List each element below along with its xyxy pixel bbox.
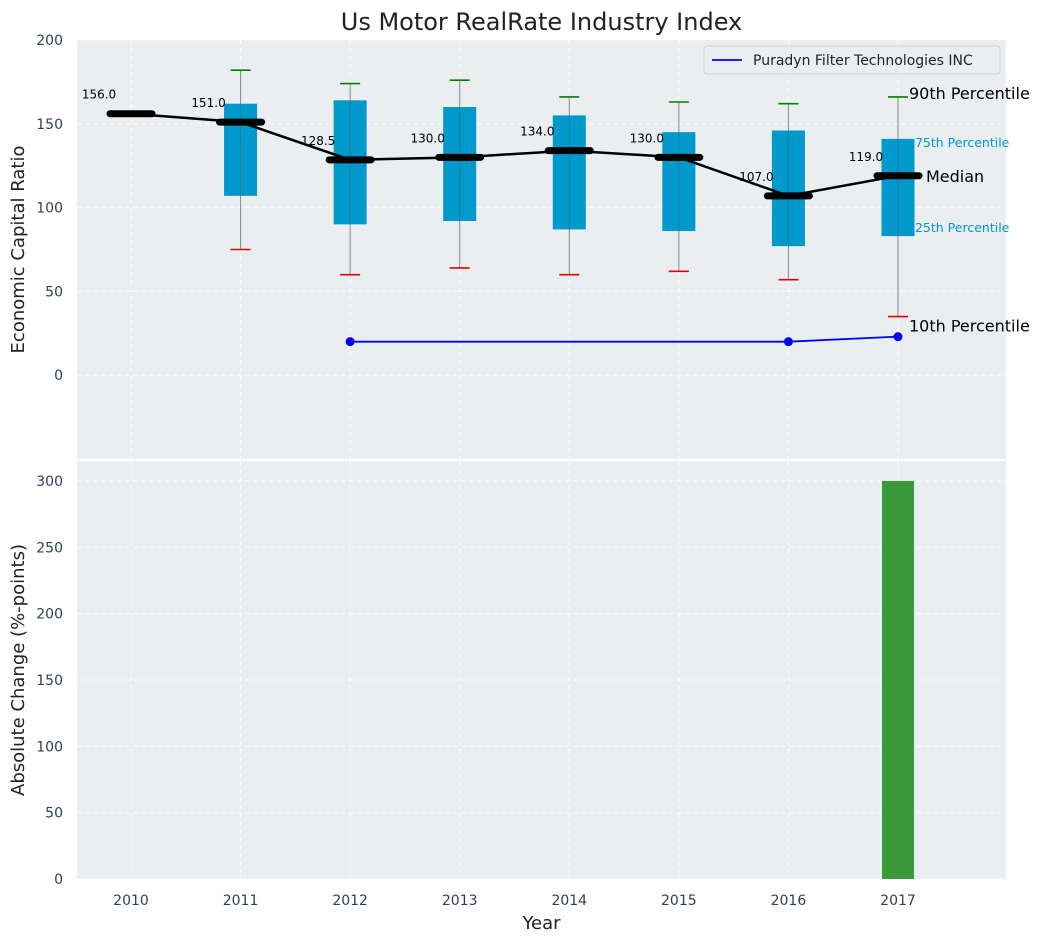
median-value-label: 156.0 [82,88,116,102]
median-value-label: 128.5 [301,134,335,148]
median-trend-line [130,112,899,198]
legend: Puradyn Filter Technologies INC [703,45,1001,75]
x-tick-label: 2013 [442,893,478,909]
y-tick-label-top: 50 [45,284,63,300]
y-axis-label-top: Economic Capital Ratio [8,146,29,354]
company-series-point [783,337,793,347]
y-tick-label-bottom: 200 [36,607,63,623]
company-series-point [345,337,355,347]
y-tick-label-bottom: 300 [36,474,63,490]
bar-2017 [881,480,914,879]
y-tick-label-bottom: 250 [36,540,63,556]
x-tick-label: 2010 [113,893,149,909]
y-tick-label-top: 200 [36,33,63,49]
y-tick-label-top: 150 [36,117,63,133]
median-value-label: 151.0 [191,96,225,110]
median-value-label: 119.0 [849,150,883,164]
y-axis-label-bottom: Absolute Change (%-points) [8,544,29,796]
legend-label: Puradyn Filter Technologies INC [753,53,973,69]
company-series-point [893,332,903,342]
x-tick-label: 2015 [661,893,697,909]
plot-area-bottom [77,461,1006,879]
median-value-label: 130.0 [411,131,445,145]
median-value-label: 134.0 [520,125,554,139]
x-tick-label: 2016 [771,893,807,909]
y-tick-label-bottom: 0 [54,872,63,888]
y-tick-label-bottom: 50 [45,806,63,822]
median-value-label: 107.0 [739,170,773,184]
annotation-p90: 90th Percentile [909,84,1030,103]
y-tick-label-top: 100 [36,201,63,217]
y-tick-label-bottom: 150 [36,673,63,689]
annotation-p10: 10th Percentile [909,317,1030,336]
x-tick-label: 2014 [551,893,587,909]
annotation-median: Median [926,167,984,186]
annotation-p75: 75th Percentile [915,135,1010,150]
x-tick-label: 2012 [332,893,368,909]
top-panel: 0 50 100 150 200 Us Motor RealRate Industry I… [8,8,1030,459]
y-tick-label-bottom: 100 [36,739,63,755]
x-axis-label: Year [521,913,561,934]
median-value-label: 130.0 [630,131,664,145]
bottom-panel: 2010 2011 2012 2013 2014 2015 2016 2017 0 50 100 15… [8,461,1006,934]
x-tick-label: 2011 [223,893,259,909]
legend-box [703,45,1001,75]
chart-title: Us Motor RealRate Industry Index [341,8,743,36]
annotation-p25: 25th Percentile [915,220,1010,235]
x-tick-label: 2017 [880,893,916,909]
y-tick-label-top: 0 [54,368,63,384]
